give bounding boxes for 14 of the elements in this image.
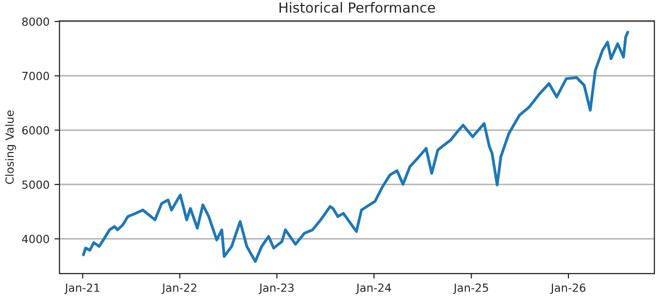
chart-title: Historical Performance [280, 2, 435, 13]
y-tick-label: 5000 [22, 180, 50, 189]
x-tick-label: Jan-21 [64, 284, 100, 294]
x-tick-label: Jan-26 [550, 284, 586, 294]
x-tick-label: Jan-25 [453, 284, 488, 294]
y-tick-label: 4000 [22, 234, 50, 244]
y-tick-label: 6000 [22, 126, 50, 135]
y-axis-title: Closing Value [5, 110, 16, 184]
y-tick-label: 7000 [22, 72, 50, 80]
line-series [82, 30, 630, 263]
x-tick-label: Jan-22 [162, 284, 196, 294]
x-tick-label: Jan-24 [356, 284, 391, 294]
y-tick-label: 8000 [22, 17, 50, 26]
x-tick-label: Jan-23 [258, 284, 294, 294]
